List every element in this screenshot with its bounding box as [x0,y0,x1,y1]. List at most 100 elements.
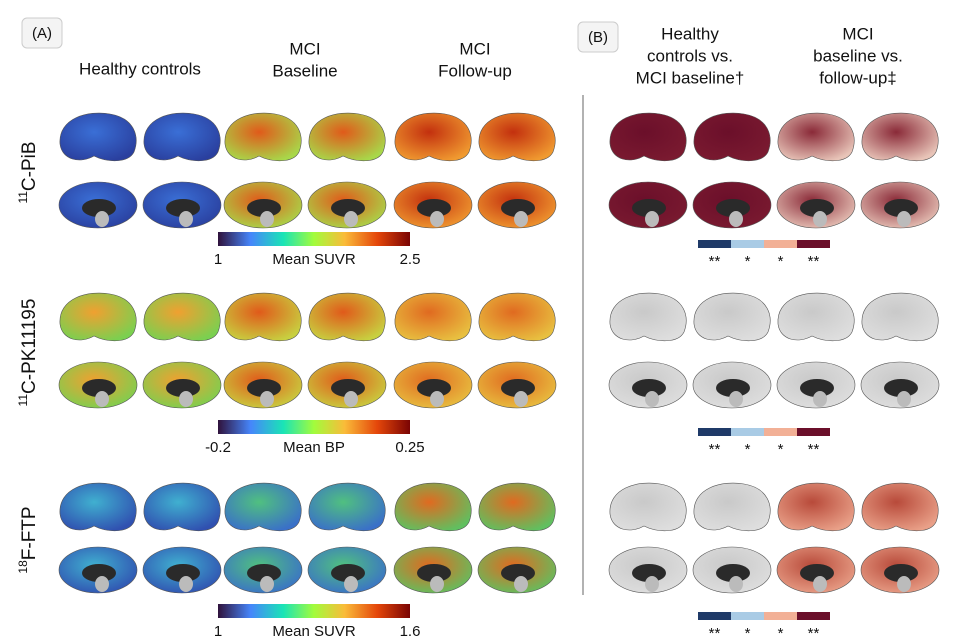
brain-stem [645,576,659,592]
brain-lateral [308,482,386,532]
brain-ventricle [247,379,281,397]
brain-stem [897,391,911,407]
brain-stem [95,211,109,227]
significance-swatch [764,612,797,620]
brain-ventricle [716,379,750,397]
significance-swatch [731,428,764,436]
significance-swatch [764,428,797,436]
significance-label: * [745,441,751,458]
brain-stem [514,391,528,407]
brain-ventricle [884,564,918,582]
brain-ventricle [716,199,750,217]
panel-label: (A) [32,25,52,42]
brain-stem [179,576,193,592]
row-label-superscript: 11 [16,191,30,204]
brain-ventricle [166,379,200,397]
row-label: 11C-PiB [16,141,40,203]
significance-swatch [698,428,731,436]
column-header: Follow-up [438,61,512,80]
significance-swatch [698,240,731,248]
brain-ventricle [247,564,281,582]
brain-stem [645,211,659,227]
brain-ventricle [632,199,666,217]
brain-stem [260,211,274,227]
brain-ventricle [82,564,116,582]
brain-ventricle [417,199,451,217]
colorbar-max: 0.25 [395,439,424,456]
brain-lateral [224,292,302,342]
brain-lateral [609,292,687,342]
panel-label-box [21,17,63,49]
colorbar-min: 1 [214,623,222,640]
colorbar-min: -0.2 [205,439,231,456]
brain-lateral [693,292,771,342]
row-label-text: F-FTP [19,506,40,560]
brain-lateral [693,112,771,162]
significance-swatch [731,240,764,248]
row-label-superscript: 11 [16,394,30,407]
brain-stem [260,576,274,592]
brain-ventricle [632,379,666,397]
significance-label: ** [709,441,721,458]
colorbar-max: 2.5 [400,251,421,268]
brain-ventricle [331,199,365,217]
column-header: MCI baseline† [636,68,745,87]
brain-ventricle [501,564,535,582]
row-label-text: C-PK11195 [19,299,40,394]
brain-ventricle [166,199,200,217]
brain-lateral [59,292,137,342]
brain-ventricle [800,379,834,397]
significance-swatch [764,240,797,248]
significance-swatch [797,240,830,248]
row-label-text: C-PiB [19,141,40,191]
brain-stem [729,211,743,227]
brain-lateral [394,112,472,162]
significance-label: * [778,625,784,640]
colorbar-label: Mean SUVR [272,623,356,640]
significance-label: ** [709,625,721,640]
colorbar-label: Mean SUVR [272,251,356,268]
colorbar [218,604,410,618]
brain-stem [179,211,193,227]
significance-label: ** [709,253,721,270]
panel-label-box [577,21,619,53]
significance-swatch [797,428,830,436]
brain-ventricle [501,199,535,217]
brain-ventricle [331,379,365,397]
column-header: MCI [289,39,320,58]
brain-stem [897,211,911,227]
brain-ventricle [800,564,834,582]
significance-swatch [731,612,764,620]
brain-ventricle [166,564,200,582]
column-header: Healthy [661,24,719,43]
brain-lateral [308,292,386,342]
brain-lateral [59,112,137,162]
column-header: Baseline [272,61,337,80]
brain-ventricle [800,199,834,217]
brain-lateral [224,112,302,162]
brain-stem [729,576,743,592]
brain-stem [344,211,358,227]
brain-lateral [143,292,221,342]
brain-lateral [861,112,939,162]
column-header: controls vs. [647,46,733,65]
brain-ventricle [884,199,918,217]
brain-stem [514,576,528,592]
colorbar [218,420,410,434]
brain-ventricle [417,379,451,397]
brain-stem [430,576,444,592]
brain-stem [729,391,743,407]
brain-lateral [308,112,386,162]
brain-lateral [861,292,939,342]
panel-label: (B) [588,29,608,46]
brain-stem [897,576,911,592]
brain-ventricle [417,564,451,582]
brain-lateral [143,112,221,162]
brain-lateral [609,112,687,162]
brain-ventricle [716,564,750,582]
brain-stem [95,391,109,407]
column-header: MCI [459,39,490,58]
colorbar-min: 1 [214,251,222,268]
brain-ventricle [884,379,918,397]
